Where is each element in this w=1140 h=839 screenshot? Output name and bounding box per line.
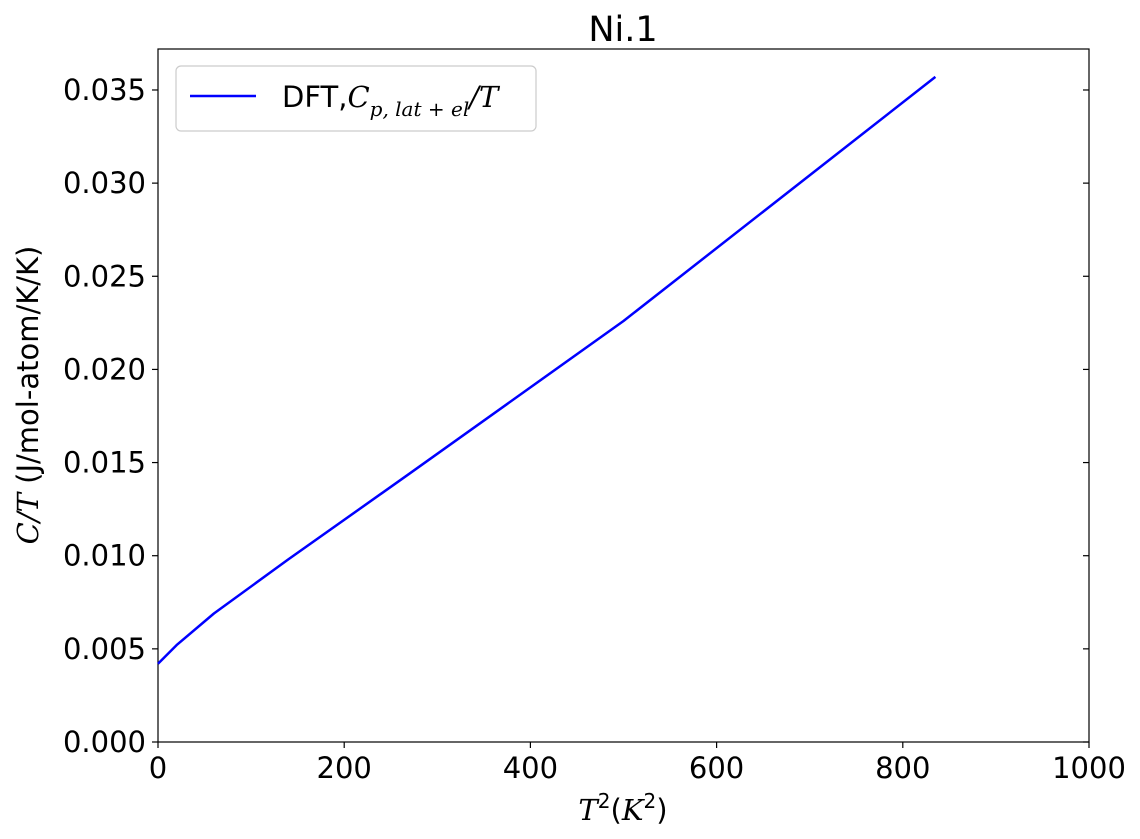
legend-box: [175, 65, 537, 132]
plot-frame: [157, 48, 1090, 743]
y-tick-label: 0.000: [63, 725, 146, 759]
x-axis-label: T2(K2): [578, 789, 667, 827]
y-tick-label: 0.015: [63, 446, 146, 480]
x-tick-label: 200: [317, 751, 372, 785]
y-tick-label: 0.020: [63, 352, 146, 386]
y-axis-label: C/T (J/mol-atom/K/K): [11, 246, 45, 545]
y-tick-label: 0.010: [63, 539, 146, 573]
series-line: [157, 75, 937, 665]
plot-area: 0 200 400 600 800 1000 0.000 0.005 0.010 0.015 0.0…: [63, 48, 1126, 785]
x-tick-label: 400: [503, 751, 558, 785]
chart-title: Ni.1: [588, 10, 657, 50]
series-lines: [157, 75, 937, 665]
y-tick-label: 0.025: [63, 259, 146, 293]
y-tick-label: 0.005: [63, 632, 146, 666]
legend-label: DFT,Cp, lat + el/T: [282, 80, 501, 121]
x-tick-label: 0: [149, 751, 167, 785]
x-tick-label: 1000: [1052, 751, 1126, 785]
x-tick-label: 800: [875, 751, 930, 785]
x-tick-label: 600: [689, 751, 744, 785]
ticks: 0 200 400 600 800 1000 0.000 0.005 0.010 0.015 0.0…: [63, 73, 1126, 785]
y-tick-label: 0.030: [63, 166, 146, 200]
y-tick-label: 0.035: [63, 73, 146, 107]
legend: DFT,Cp, lat + el/T: [175, 65, 537, 132]
